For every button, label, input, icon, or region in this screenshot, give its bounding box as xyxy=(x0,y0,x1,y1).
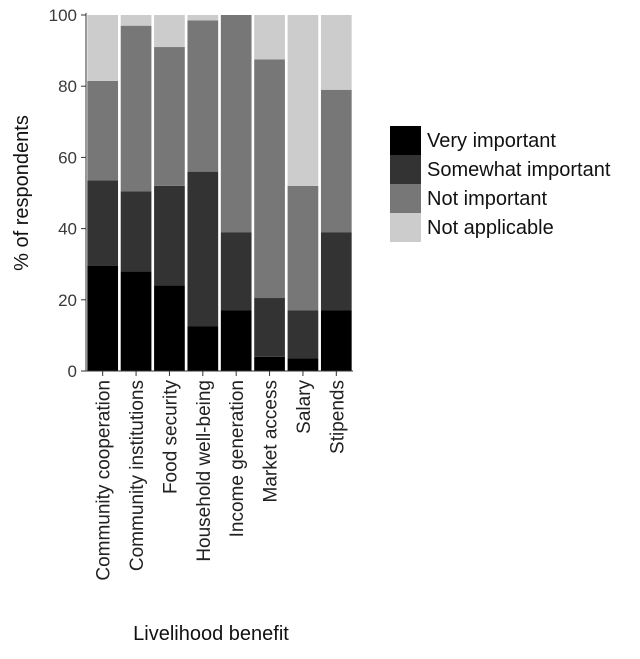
bar-segment xyxy=(254,59,285,299)
x-tick-label: Salary xyxy=(294,380,315,434)
y-tick-label: 60 xyxy=(58,148,77,167)
bar-segment xyxy=(154,185,185,286)
bar-segment xyxy=(87,265,119,371)
bar-segment xyxy=(220,310,252,371)
bar-segment xyxy=(320,15,352,90)
bar-segment xyxy=(287,15,319,186)
x-tick-label: Food security xyxy=(160,380,181,495)
legend-label: Not applicable xyxy=(427,217,554,239)
legend-label: Not important xyxy=(427,188,547,210)
x-axis: Community cooperation Community instituti… xyxy=(86,370,353,581)
x-tick-label: Household well-being xyxy=(194,380,215,562)
y-tick-label: 20 xyxy=(58,291,77,310)
x-tick-label: Income generation xyxy=(227,380,248,537)
legend-label: Very important xyxy=(427,130,556,152)
bar-segment xyxy=(220,15,252,233)
bar-segment xyxy=(287,358,319,371)
bar-segment xyxy=(187,20,219,172)
bar-segment xyxy=(320,232,352,311)
bar-segment xyxy=(254,298,285,357)
legend-swatch xyxy=(390,213,421,242)
bar-segment xyxy=(87,15,119,81)
bar-segment xyxy=(187,171,219,327)
bar-segment xyxy=(154,47,185,186)
bar-segment xyxy=(87,180,119,266)
bar-segment xyxy=(220,232,252,311)
bar-segment xyxy=(154,15,185,48)
bar-segment xyxy=(154,285,185,371)
bar-segment xyxy=(187,326,219,371)
legend-swatch xyxy=(390,184,421,213)
y-axis: 0 20 40 60 80 100 xyxy=(49,6,87,381)
legend: Very important Somewhat important Not impo… xyxy=(390,126,611,242)
y-axis-title: % of respondents xyxy=(11,115,33,271)
y-tick-label: 100 xyxy=(49,6,77,25)
x-tick-label: Market access xyxy=(261,380,282,502)
bar-segment xyxy=(120,191,152,272)
bar-segment xyxy=(320,310,352,371)
bar-segment xyxy=(254,356,285,371)
bar-segment xyxy=(120,25,152,192)
y-tick-label: 40 xyxy=(58,220,77,239)
bar-segment xyxy=(254,15,285,60)
bar-segment xyxy=(187,15,219,21)
legend-swatch xyxy=(390,155,421,184)
y-tick-label: 80 xyxy=(58,77,77,96)
y-tick-label: 0 xyxy=(68,362,77,381)
x-tick-label: Stipends xyxy=(327,380,348,454)
bar-segment xyxy=(120,271,152,371)
legend-swatch xyxy=(390,126,421,155)
x-tick-label: Community institutions xyxy=(127,380,148,571)
bar-segment xyxy=(287,185,319,311)
legend-label: Somewhat important xyxy=(427,159,611,181)
bar-segment xyxy=(287,310,319,359)
bar-segment xyxy=(120,15,152,26)
bar-segment xyxy=(87,80,119,181)
x-axis-title: Livelihood benefit xyxy=(133,623,289,645)
bar-segment xyxy=(320,89,352,233)
x-tick-label: Community cooperation xyxy=(94,380,115,581)
plot-area xyxy=(87,15,352,371)
